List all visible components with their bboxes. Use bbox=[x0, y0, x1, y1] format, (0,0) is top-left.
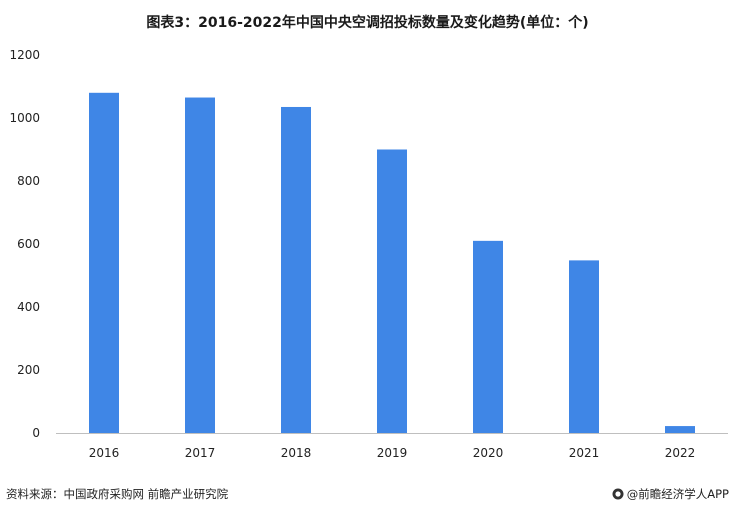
footer: 资料来源：中国政府采购网 前瞻产业研究院 @前瞻经济学人APP bbox=[0, 486, 735, 508]
x-tick-label: 2019 bbox=[377, 446, 408, 460]
bar-2021 bbox=[569, 260, 599, 433]
y-tick-label: 0 bbox=[32, 426, 40, 440]
brand-logo-icon bbox=[612, 488, 624, 500]
brand-label: @前瞻经济学人APP bbox=[626, 487, 729, 501]
brand-note: @前瞻经济学人APP bbox=[612, 486, 729, 502]
x-tick-label: 2016 bbox=[89, 446, 120, 460]
y-axis-ticks: 0 200 400 600 800 1000 1200 bbox=[9, 48, 40, 440]
chart-title: 图表3：2016-2022年中国中央空调招投标数量及变化趋势(单位：个) bbox=[146, 15, 589, 31]
bar-2022 bbox=[665, 426, 695, 433]
x-tick-label: 2017 bbox=[185, 446, 216, 460]
x-axis-ticks: 2016 2017 2018 2019 2020 2021 2022 bbox=[89, 446, 696, 460]
bars bbox=[89, 92, 695, 434]
bar-2016 bbox=[89, 92, 119, 434]
bar-2018 bbox=[281, 106, 311, 433]
source-note: 资料来源：中国政府采购网 前瞻产业研究院 bbox=[6, 487, 229, 501]
y-tick-label: 400 bbox=[17, 300, 40, 314]
bar-2019 bbox=[377, 149, 407, 433]
bar-2020 bbox=[473, 240, 503, 433]
x-tick-label: 2022 bbox=[665, 446, 696, 460]
x-tick-label: 2018 bbox=[281, 446, 312, 460]
y-tick-label: 200 bbox=[17, 363, 40, 377]
x-tick-label: 2020 bbox=[473, 446, 504, 460]
y-tick-label: 600 bbox=[17, 237, 40, 251]
x-tick-label: 2021 bbox=[569, 446, 600, 460]
y-tick-label: 800 bbox=[17, 174, 40, 188]
y-tick-label: 1200 bbox=[9, 48, 40, 62]
y-tick-label: 1000 bbox=[9, 111, 40, 125]
bar-2017 bbox=[185, 97, 215, 434]
